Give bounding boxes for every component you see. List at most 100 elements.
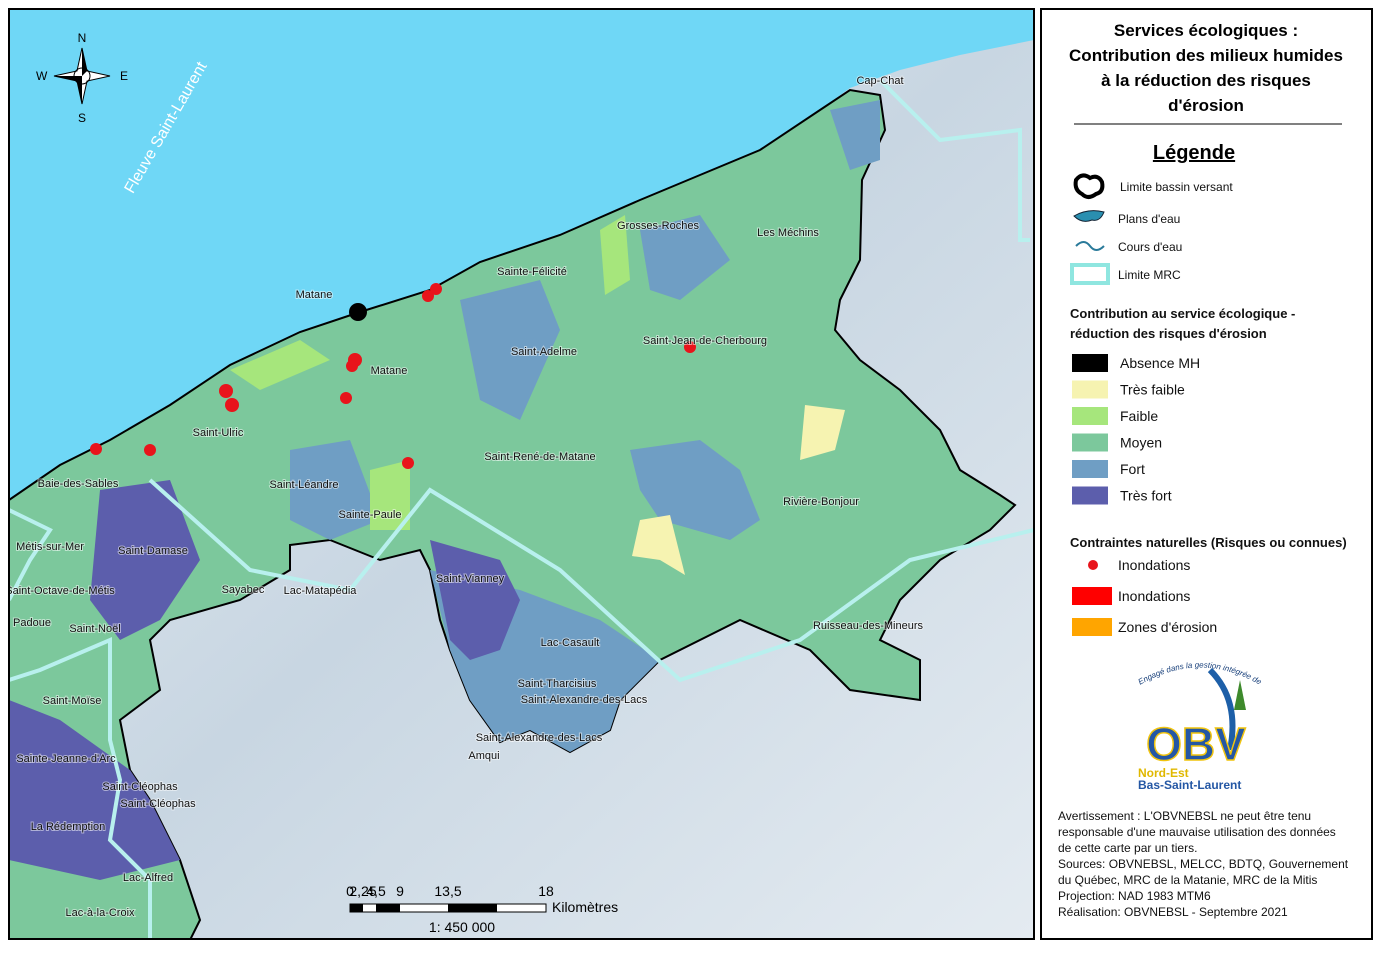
note-line: Réalisation: OBVNEBSL - Septembre 2021 xyxy=(1058,905,1288,919)
place-label: Sayabec xyxy=(222,584,265,596)
place-label: Saint-Moïse xyxy=(43,695,102,707)
logo-tree xyxy=(1234,680,1246,710)
place-label: Amqui xyxy=(468,750,499,762)
zone-faible xyxy=(600,215,630,295)
zone-tres-faible xyxy=(800,405,845,460)
scale-tick: 2,25 xyxy=(349,883,376,899)
map: Cap-Chat Grosses-Roches Les Méchins Sainte-… xyxy=(5,9,1034,939)
constraint-symbol xyxy=(1072,587,1112,605)
place-label: Saint-Cléophas xyxy=(102,781,178,793)
scale-tick: 13,5 xyxy=(434,883,461,899)
place-label: Saint-Vianney xyxy=(436,573,505,585)
section-title: Contraintes naturelles (Risques ou connu… xyxy=(1070,535,1347,550)
icon-basin xyxy=(1073,173,1105,199)
legend-item: Cours d'eau xyxy=(1118,240,1182,254)
legend-item: Limite MRC xyxy=(1118,268,1181,282)
compass-s: S xyxy=(78,111,86,125)
class-label: Très faible xyxy=(1120,382,1185,398)
zone-fort xyxy=(830,100,880,170)
place-label: Ruisseau-des-Mineurs xyxy=(813,620,924,632)
place-label: Cap-Chat xyxy=(856,75,903,87)
class-swatch xyxy=(1072,354,1108,372)
place-label: Rivière-Bonjour xyxy=(783,496,859,508)
note-line: Projection: NAD 1983 MTM6 xyxy=(1058,889,1211,903)
note-line: du Québec, MRC de la Matanie, MRC de la … xyxy=(1058,873,1317,887)
section-title: réduction des risques d'érosion xyxy=(1070,326,1267,341)
legend-item: Limite bassin versant xyxy=(1120,180,1233,194)
legend-title: d'érosion xyxy=(1168,96,1244,115)
zone-fort xyxy=(290,440,380,540)
legend-title: à la réduction des risques xyxy=(1101,71,1311,90)
place-label: Saint-Jean-de-Cherbourg xyxy=(643,335,767,347)
place-label: Saint-Adelme xyxy=(511,346,577,358)
class-swatch xyxy=(1072,486,1108,505)
class-swatch xyxy=(1072,407,1108,425)
icon-stream xyxy=(1075,241,1105,251)
place-label: Saint-Ulric xyxy=(193,427,244,439)
icon-water xyxy=(1073,210,1105,222)
note-line: Avertissement : L'OBVNEBSL ne peut être … xyxy=(1058,809,1311,823)
zone-tres-fort xyxy=(90,480,200,640)
class-label: Fort xyxy=(1120,461,1145,477)
map-frame xyxy=(8,8,1035,940)
place-label: Saint-Noël xyxy=(69,623,120,635)
place-label: Saint-Léandre xyxy=(269,479,338,491)
place-label: Baie-des-Sables xyxy=(38,478,119,490)
place-label: Sainte-Félicité xyxy=(497,266,567,278)
mrc-limit xyxy=(878,78,1030,242)
zone-fort xyxy=(460,280,560,420)
place-label: Les Méchins xyxy=(757,227,819,239)
note-line: Sources: OBVNEBSL, MELCC, BDTQ, Gouverne… xyxy=(1058,857,1349,871)
zone-tres-faible xyxy=(632,515,685,575)
section-title: Contribution au service écologique - xyxy=(1070,306,1295,321)
class-label: Absence MH xyxy=(1120,355,1200,371)
class-label: Moyen xyxy=(1120,435,1162,451)
place-label: Lac-Matapédia xyxy=(284,585,358,597)
place-label: Saint-Tharcisius xyxy=(518,678,597,690)
mrc-limit xyxy=(9,636,152,939)
scale-bar: 02,254,5 9 13,5 18 Kilomètres 1: 450 000 xyxy=(346,883,618,935)
constraint-label: Inondations xyxy=(1118,557,1190,573)
ocean xyxy=(9,9,1034,500)
place-label: Saint-Cléophas xyxy=(120,798,196,810)
legend-title: Contribution des milieux humides xyxy=(1069,46,1343,65)
scale-tick: 4,5 xyxy=(366,883,386,899)
watershed xyxy=(9,88,1017,939)
scale-unit: Kilomètres xyxy=(552,899,618,915)
constraint-label: Inondations xyxy=(1118,588,1190,604)
place-label: Sainte-Paule xyxy=(339,509,402,521)
class-label: Très fort xyxy=(1120,488,1172,504)
place-label: Lac-Casault xyxy=(541,637,600,649)
place-label: Lac-Alfred xyxy=(123,872,173,884)
place-label: Saint-Octave-de-Métis xyxy=(5,585,115,597)
place-label: Lac-à-la-Croix xyxy=(65,907,135,919)
legend-title: Services écologiques : xyxy=(1114,21,1298,40)
class-swatch xyxy=(1072,460,1108,478)
place-label: Saint-Alexandre-des-Lacs xyxy=(476,732,603,744)
constraint-label: Zones d'érosion xyxy=(1118,619,1217,635)
zone-faible xyxy=(230,340,330,390)
compass-n: N xyxy=(78,31,87,45)
place-label: Grosses-Roches xyxy=(617,220,699,232)
zone-faible xyxy=(370,460,410,530)
scale-tick: 0 xyxy=(346,883,354,899)
constraint-symbol xyxy=(1088,560,1098,570)
note-line: responsable d'une mauvaise utilisation d… xyxy=(1058,825,1336,839)
class-label: Faible xyxy=(1120,408,1158,424)
place-label: Métis-sur-Mer xyxy=(16,541,84,553)
place-label: Saint-Damase xyxy=(118,545,188,557)
place-label: Matane xyxy=(371,365,408,377)
flood-points xyxy=(90,283,696,469)
zone-tres-fort xyxy=(430,540,520,660)
place-label: Padoue xyxy=(13,617,51,629)
place-label: La Rédemption xyxy=(31,821,106,833)
class-swatch xyxy=(1072,433,1108,452)
constraint-symbol xyxy=(1072,618,1112,636)
scale-tick: 9 xyxy=(396,883,404,899)
zone-fort xyxy=(630,440,760,540)
logo-text: Bas-Saint-Laurent xyxy=(1138,778,1241,792)
compass-w: W xyxy=(36,69,48,83)
place-label: Saint-René-de-Matane xyxy=(484,451,595,463)
place-label: Sainte-Jeanne-d'Arc xyxy=(16,753,116,765)
